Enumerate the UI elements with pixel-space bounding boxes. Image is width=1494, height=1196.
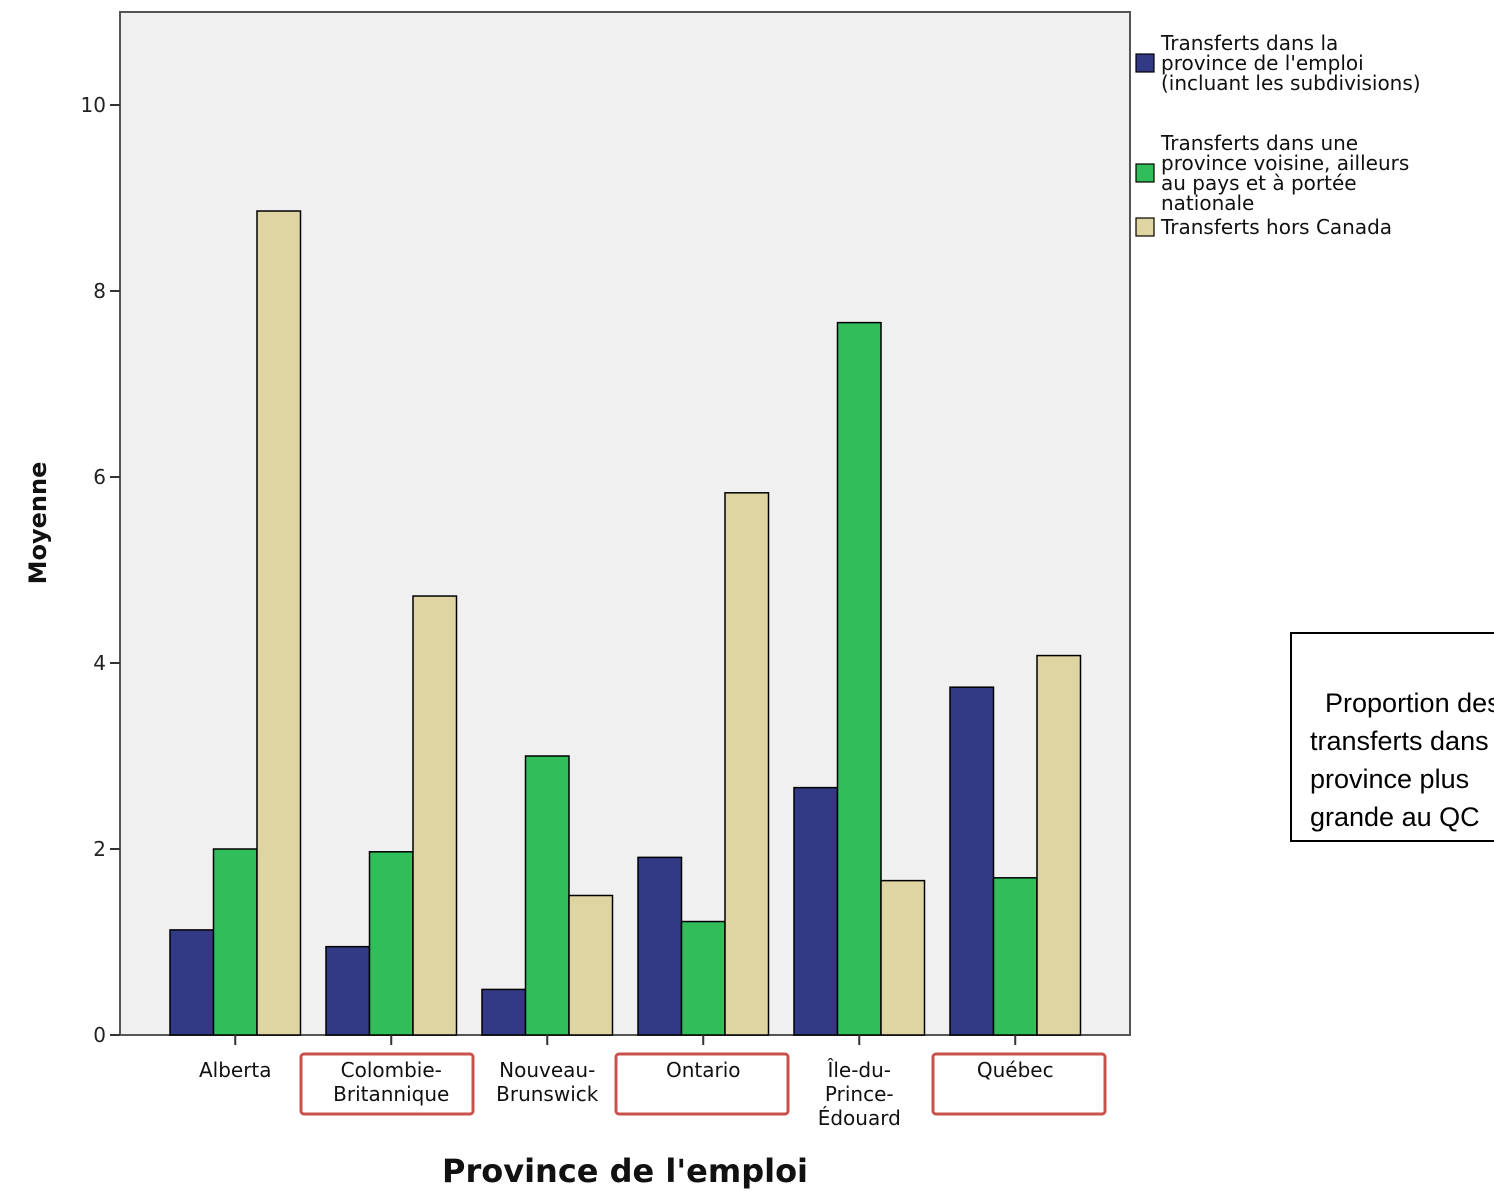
bar-s1-c3 — [680, 920, 726, 1036]
x-tick-label-0: Alberta — [199, 1058, 272, 1082]
y-tick-label-5: 10 — [81, 93, 106, 117]
legend-label-0: Transferts dans la province de l'emploi (i… — [1160, 31, 1421, 95]
legend-label-1: Transferts dans une province voisine, ail… — [1160, 131, 1409, 215]
legend-label-2: Transferts hors Canada — [1160, 215, 1392, 239]
y-tick-label-0: 0 — [93, 1023, 106, 1047]
legend-swatch-1 — [1135, 163, 1155, 183]
bar-s2-c1 — [412, 595, 458, 1036]
bar-s0-c0 — [169, 929, 215, 1036]
x-tick-label-1: Colombie-Britannique — [333, 1058, 449, 1106]
y-tick-label-2: 4 — [93, 651, 106, 675]
bar-s2-c2 — [568, 894, 614, 1036]
bar-s2-c5 — [1036, 654, 1082, 1036]
bar-s0-c2 — [481, 988, 527, 1036]
x-tick-label-3: Ontario — [666, 1058, 741, 1082]
bar-s1-c5 — [992, 877, 1038, 1036]
y-tick-label-1: 2 — [93, 837, 106, 861]
y-tick-label-3: 6 — [93, 465, 106, 489]
bar-s2-c4 — [880, 879, 926, 1036]
y-tick-label-4: 8 — [93, 279, 106, 303]
annotation-text: Proportion des transferts dans la provin… — [1310, 688, 1494, 832]
bar-s2-c0 — [256, 210, 302, 1036]
x-tick-label-5: Québec — [977, 1058, 1054, 1082]
highlight-box-3 — [614, 1052, 790, 1116]
legend-swatch-0 — [1135, 53, 1155, 73]
bar-s1-c2 — [524, 755, 570, 1036]
bar-s1-c1 — [368, 851, 414, 1036]
bar-s1-c0 — [212, 848, 258, 1036]
bar-s0-c3 — [637, 856, 683, 1036]
bar-s1-c4 — [836, 321, 882, 1036]
y-axis-title: Moyenne — [24, 462, 52, 585]
annotation-box: Proportion des transferts dans la provin… — [1290, 632, 1494, 842]
bar-s2-c3 — [724, 492, 770, 1036]
legend-swatch-2 — [1135, 217, 1155, 237]
x-tick-label-4: Île-du-Prince-Édouard — [818, 1058, 901, 1130]
highlight-box-5 — [931, 1052, 1107, 1116]
bar-s0-c1 — [325, 945, 371, 1036]
x-tick-label-2: Nouveau-Brunswick — [496, 1058, 599, 1106]
highlight-box-1 — [299, 1052, 475, 1116]
x-axis-title: Province de l'emploi — [442, 1152, 808, 1190]
bar-s0-c4 — [793, 786, 839, 1036]
bar-s0-c5 — [949, 686, 995, 1036]
